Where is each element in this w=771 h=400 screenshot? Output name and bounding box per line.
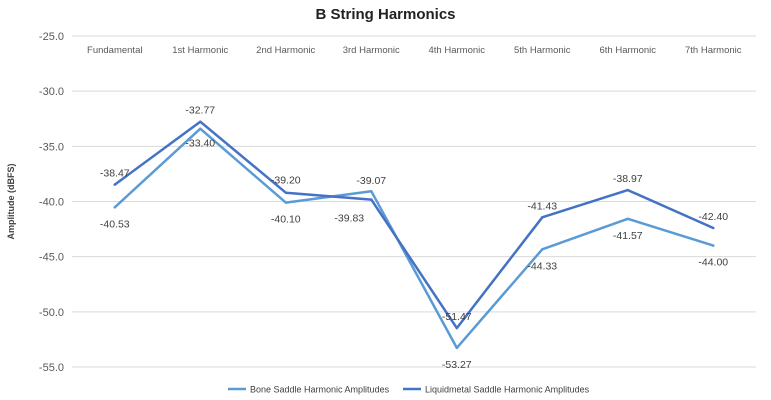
data-point	[284, 201, 287, 204]
data-point	[284, 191, 287, 194]
data-label: -38.97	[613, 173, 643, 185]
data-point	[626, 188, 629, 192]
data-point	[370, 190, 373, 193]
data-point	[541, 216, 544, 219]
x-category-label: 4th Harmonic	[429, 45, 486, 56]
x-category-label: 1st Harmonic	[172, 45, 228, 56]
data-point	[199, 120, 202, 123]
data-label: -39.20	[271, 175, 301, 187]
y-tick-label: -25.0	[39, 31, 64, 43]
y-tick-label: -50.0	[39, 307, 64, 319]
x-category-label: Fundamental	[87, 45, 142, 56]
data-point	[712, 244, 715, 247]
y-tick-label: -35.0	[39, 141, 64, 153]
y-tick-label: -45.0	[39, 252, 64, 264]
data-point	[712, 226, 715, 230]
data-label: -41.43	[527, 200, 557, 212]
data-point	[199, 127, 202, 130]
data-label: -32.77	[185, 105, 215, 117]
x-category-label: 5th Harmonic	[514, 45, 571, 56]
data-label: -38.47	[100, 168, 130, 180]
data-label: -44.33	[527, 260, 557, 272]
data-label: -41.57	[613, 230, 643, 242]
data-label: -39.83	[334, 213, 364, 225]
data-point	[113, 183, 116, 186]
legend-label-1: Bone Saddle Harmonic Amplitudes	[250, 385, 390, 395]
data-point	[113, 206, 116, 209]
y-axis-title: Amplitude (dBFS)	[6, 164, 16, 240]
data-point	[626, 217, 629, 221]
series-line-2	[113, 120, 715, 330]
data-label: -44.00	[698, 257, 728, 269]
data-label: -51.47	[442, 311, 472, 323]
data-label: -42.40	[698, 211, 728, 223]
data-label: -39.07	[356, 175, 386, 187]
data-point	[541, 248, 544, 251]
x-category-label: 3rd Harmonic	[343, 45, 400, 56]
y-tick-label: -55.0	[39, 362, 64, 374]
data-point	[455, 346, 458, 350]
data-point	[455, 326, 458, 330]
series-line-1	[113, 127, 715, 350]
data-label: -33.40	[185, 138, 215, 150]
x-category-label: 6th Harmonic	[600, 45, 657, 56]
chart-title: B String Harmonics	[315, 6, 456, 23]
data-point	[370, 198, 373, 201]
x-category-label: 7th Harmonic	[685, 45, 742, 56]
data-label: -53.27	[442, 359, 472, 371]
y-tick-label: -40.0	[39, 197, 64, 209]
data-label: -40.53	[100, 218, 130, 230]
data-label: -40.10	[271, 214, 301, 226]
y-tick-label: -30.0	[39, 86, 64, 98]
x-category-label: 2nd Harmonic	[256, 45, 315, 56]
legend-label-2: Liquidmetal Saddle Harmonic Amplitudes	[425, 385, 590, 395]
